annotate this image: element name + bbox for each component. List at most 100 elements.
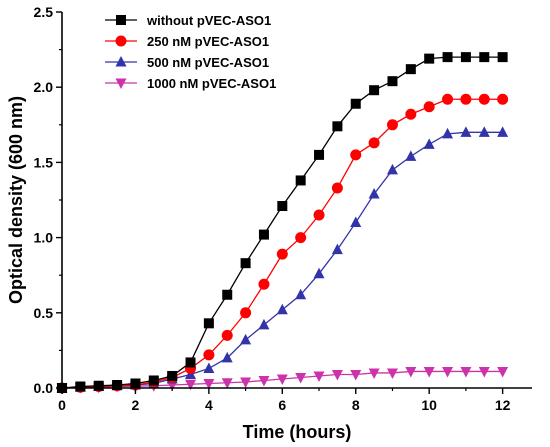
data-point [295, 372, 307, 384]
data-point [185, 357, 196, 368]
data-point [331, 182, 343, 194]
legend-marker [115, 35, 127, 47]
data-point [314, 149, 325, 160]
plot-area [56, 52, 509, 394]
series-1 [57, 52, 508, 393]
x-ticks: 0 2 4 6 8 10 12 [58, 388, 511, 413]
data-point [405, 64, 416, 75]
data-point [240, 258, 251, 269]
data-point [350, 98, 361, 109]
axes [61, 12, 532, 389]
data-point [240, 333, 252, 345]
data-point [478, 93, 490, 105]
data-point [460, 93, 472, 105]
data-point [369, 85, 380, 96]
data-point [112, 379, 123, 390]
data-point [258, 229, 269, 240]
data-point [331, 243, 343, 255]
data-point [258, 318, 270, 330]
data-point [203, 378, 215, 390]
legend-label: 250 nM pVEC-ASO1 [147, 34, 269, 49]
data-point [258, 278, 270, 290]
data-point [405, 366, 417, 378]
data-point [332, 121, 343, 132]
data-point [442, 93, 454, 105]
data-point [386, 119, 398, 131]
y-tick-label: 0.5 [34, 305, 54, 321]
x-axis-title: Time (hours) [243, 422, 352, 442]
data-point [222, 289, 233, 300]
legend-marker [116, 15, 126, 25]
legend-entry: 500 nM pVEC-ASO1 [105, 55, 269, 70]
data-point [350, 149, 362, 161]
data-point [423, 138, 435, 149]
data-point [368, 187, 380, 199]
data-point [258, 375, 270, 387]
series-2 [56, 93, 509, 394]
y-tick-label: 0.0 [34, 380, 54, 396]
data-point [167, 370, 178, 381]
y-tick-label: 1.5 [34, 154, 54, 170]
data-point [277, 201, 288, 212]
legend-entry: 1000 nM pVEC-ASO1 [105, 76, 276, 91]
data-point [386, 368, 398, 379]
data-point [424, 53, 435, 64]
y-axis-title: Optical density (600 nm) [6, 96, 26, 304]
y-ticks: 0.0 0.5 1.0 1.5 2.0 2.5 [34, 4, 62, 396]
data-point [130, 378, 141, 389]
data-point [442, 366, 454, 378]
legend-label: without pVEC-ASO1 [146, 13, 271, 28]
legend-entry: without pVEC-ASO1 [105, 13, 271, 28]
data-point [423, 101, 435, 113]
data-point [276, 248, 288, 260]
data-point [368, 368, 380, 379]
data-point [497, 366, 509, 378]
data-point [331, 369, 343, 381]
data-point [460, 52, 471, 63]
data-point [350, 369, 362, 381]
data-point [497, 126, 509, 137]
x-tick-label: 6 [278, 397, 286, 413]
data-point [75, 381, 86, 392]
data-point [386, 163, 398, 175]
data-point [240, 307, 252, 319]
x-tick-label: 2 [132, 397, 140, 413]
data-point [313, 371, 325, 382]
x-tick-label: 10 [421, 397, 437, 413]
data-point [460, 126, 472, 137]
data-point [460, 366, 472, 378]
series-line [61, 56, 503, 389]
legend-label: 500 nM pVEC-ASO1 [147, 55, 269, 70]
legend-entry: 250 nM pVEC-ASO1 [105, 34, 269, 49]
legend-marker [115, 78, 127, 89]
data-point [276, 374, 288, 385]
data-point [442, 52, 453, 63]
data-point [203, 362, 215, 373]
data-point [93, 380, 104, 391]
data-point [478, 126, 490, 137]
data-point [148, 375, 159, 386]
legend: without pVEC-ASO1 250 nM pVEC-ASO1 500 nM … [105, 13, 276, 91]
data-point [497, 93, 509, 105]
x-tick-label: 0 [58, 397, 66, 413]
legend-marker [115, 56, 127, 67]
data-point [387, 76, 398, 87]
data-point [405, 108, 417, 120]
x-tick-label: 4 [205, 397, 213, 413]
y-tick-label: 1.0 [34, 230, 54, 246]
data-point [313, 267, 325, 279]
data-point [479, 52, 490, 63]
data-point [221, 351, 233, 363]
data-point [478, 366, 490, 378]
data-point [221, 378, 233, 389]
data-point [368, 137, 380, 149]
data-point [203, 318, 214, 329]
data-point [295, 232, 307, 244]
series-line [61, 98, 503, 389]
data-point [405, 150, 417, 161]
data-point [276, 303, 288, 315]
data-point [240, 377, 252, 388]
data-point [442, 127, 454, 139]
